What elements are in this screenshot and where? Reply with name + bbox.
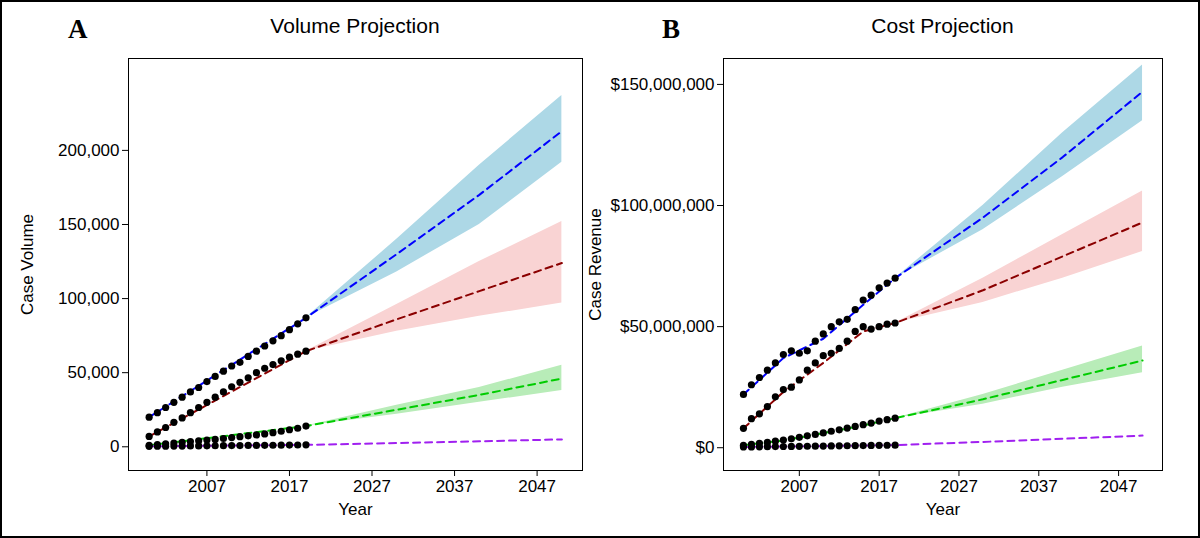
svg-text:$50,000,000: $50,000,000	[620, 317, 715, 336]
svg-text:2037: 2037	[436, 477, 474, 496]
svg-text:200,000: 200,000	[58, 141, 119, 160]
svg-text:2047: 2047	[1100, 477, 1138, 496]
svg-text:2007: 2007	[780, 477, 818, 496]
svg-text:2007: 2007	[188, 477, 226, 496]
svg-text:100,000: 100,000	[58, 289, 119, 308]
html-text:Cost Projection: Cost Projection	[871, 14, 1014, 37]
svg-text:Case Volume: Case Volume	[18, 214, 37, 315]
svg-text:2027: 2027	[940, 477, 978, 496]
svg-text:2017: 2017	[860, 477, 898, 496]
svg-text:2017: 2017	[271, 477, 309, 496]
html-text:A: A	[68, 14, 88, 44]
svg-text:2037: 2037	[1020, 477, 1058, 496]
html-text:B: B	[662, 14, 680, 44]
html-text:Volume Projection: Volume Projection	[270, 14, 440, 37]
svg-text:$100,000,000: $100,000,000	[611, 196, 715, 215]
svg-text:0: 0	[110, 437, 119, 456]
svg-text:2027: 2027	[353, 477, 391, 496]
svg-text:$0: $0	[696, 438, 715, 457]
svg-text:50,000: 50,000	[68, 363, 120, 382]
svg-text:2047: 2047	[518, 477, 556, 496]
svg-text:$150,000,000: $150,000,000	[611, 75, 715, 94]
svg-text:150,000: 150,000	[58, 215, 119, 234]
svg-text:Year: Year	[926, 500, 961, 519]
svg-text:Case Revenue: Case Revenue	[586, 208, 605, 320]
svg-text:Year: Year	[338, 500, 373, 519]
